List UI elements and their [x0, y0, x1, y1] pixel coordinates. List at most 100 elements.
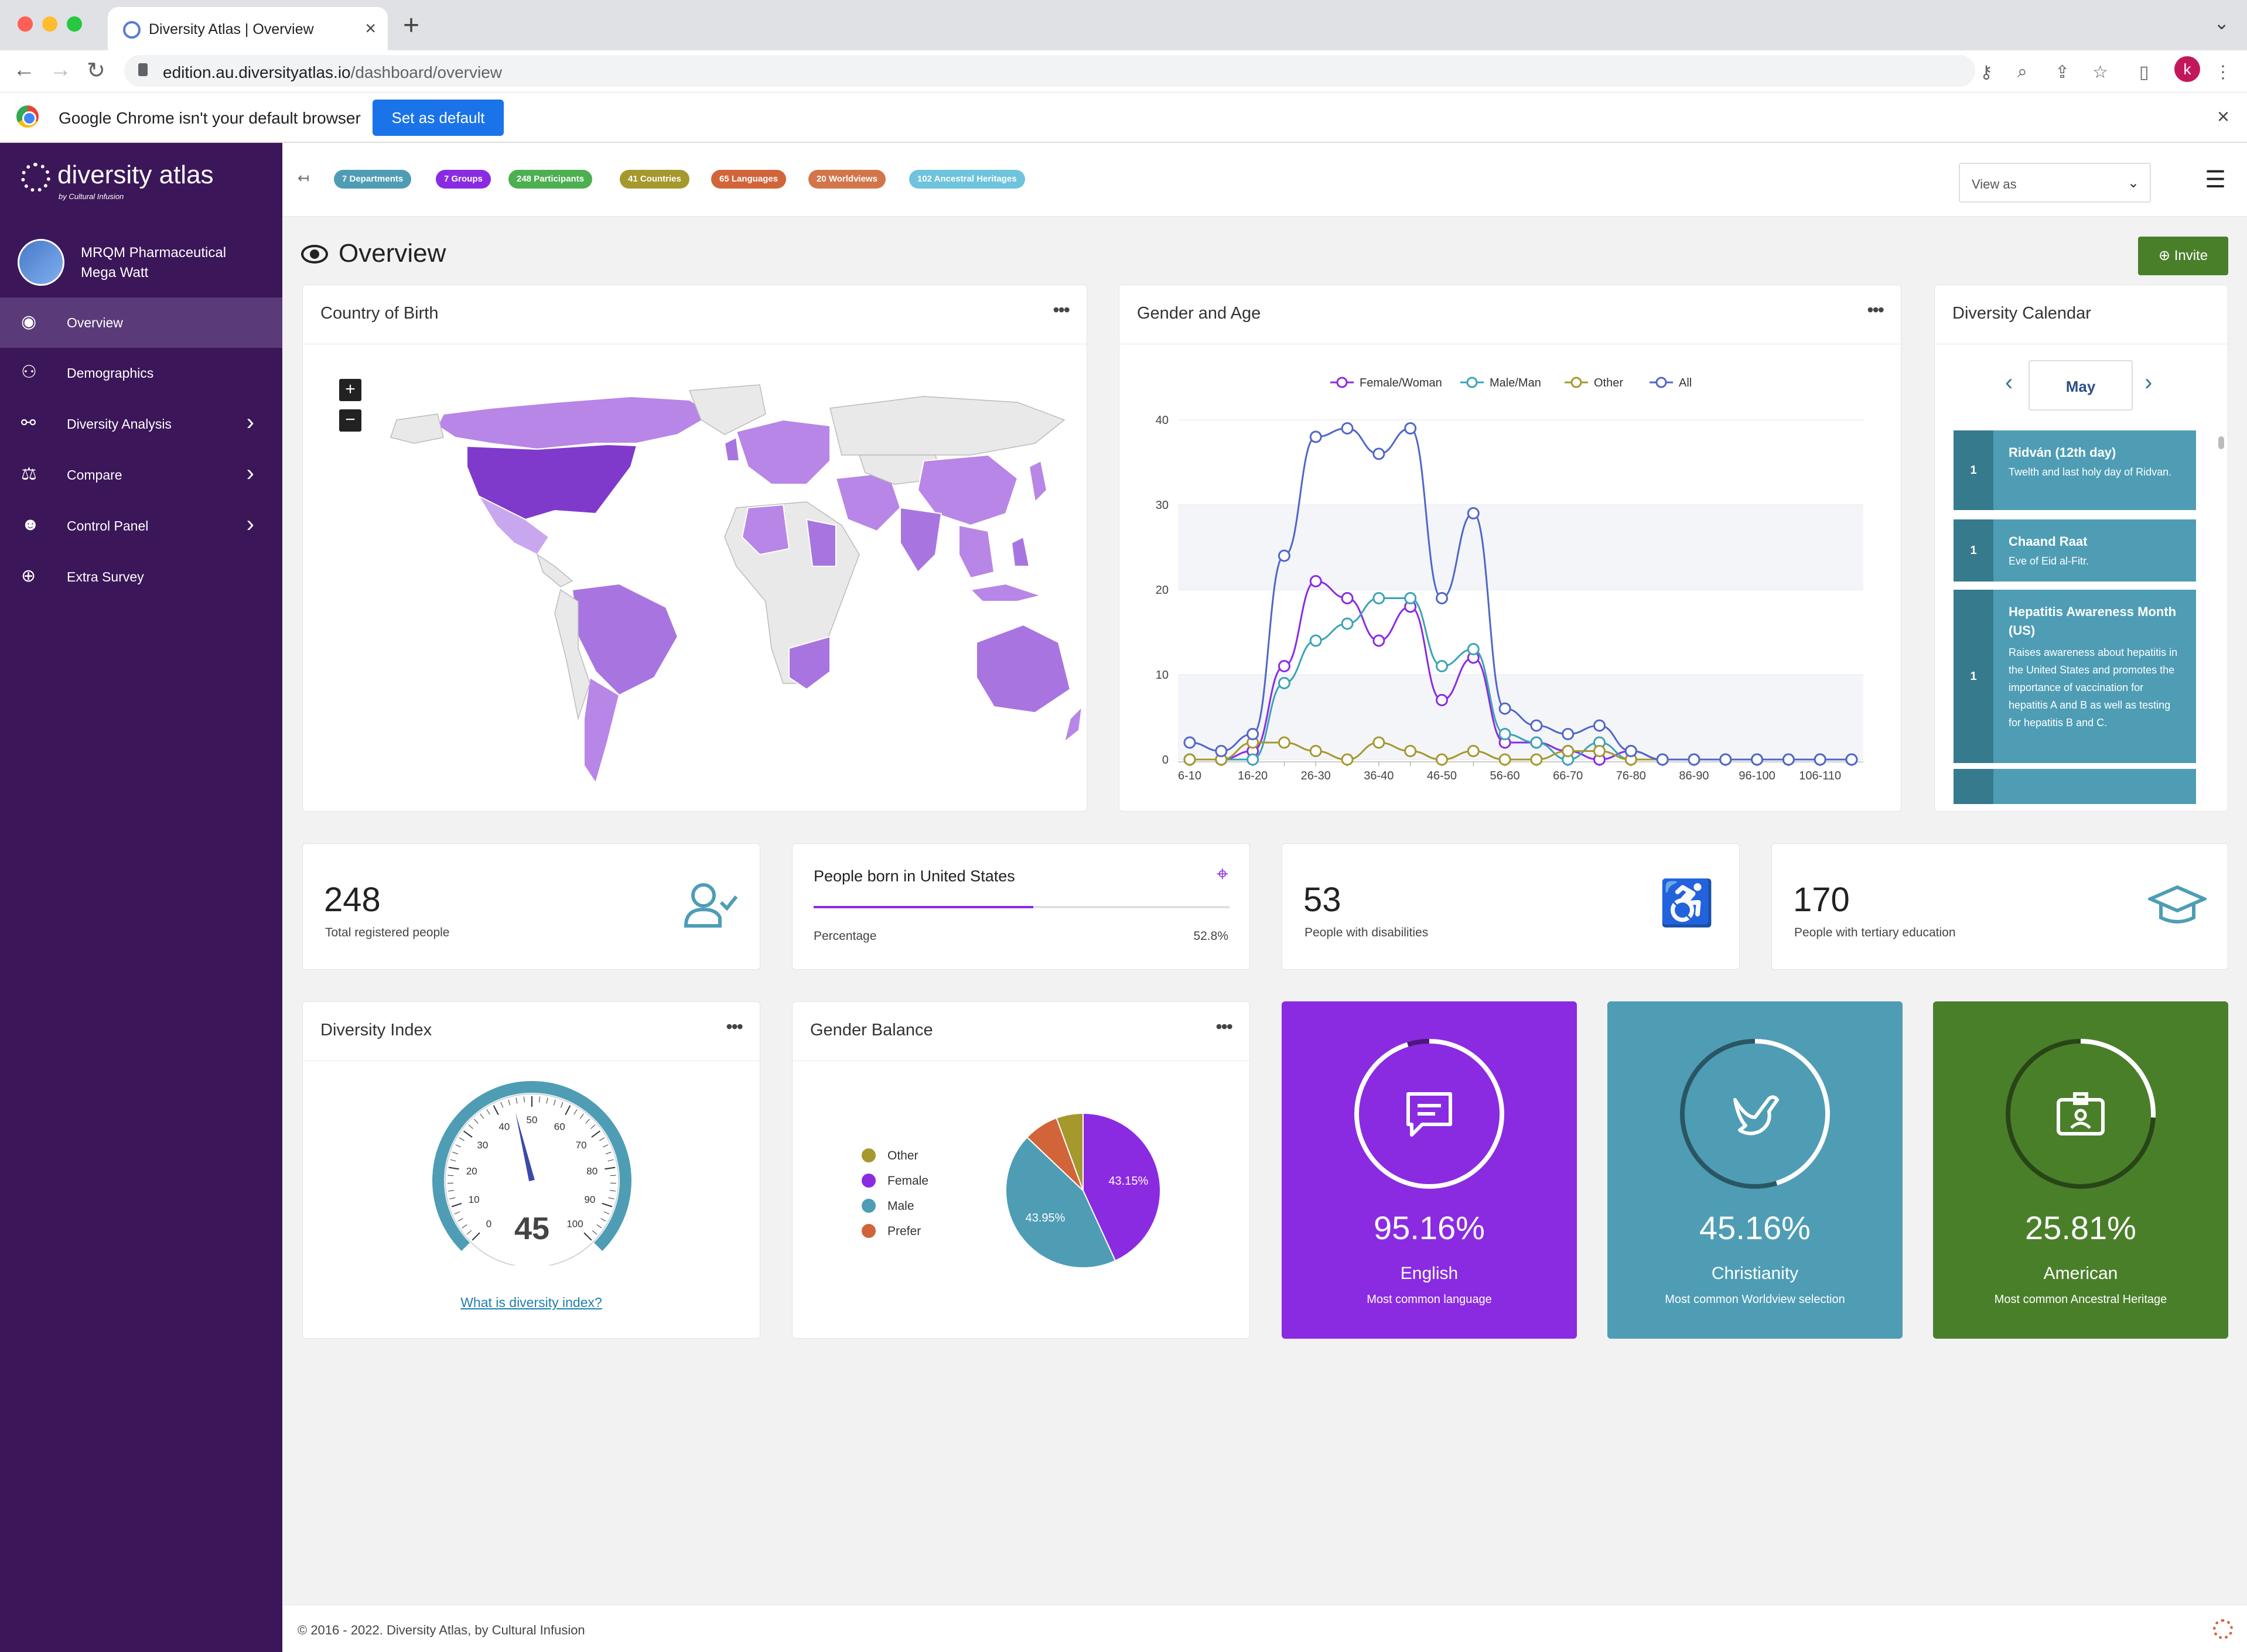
infobar-close-icon[interactable]: ×: [2217, 104, 2229, 128]
groups-pill[interactable]: 7 Groups: [436, 170, 491, 189]
map-zoom-out-button[interactable]: −: [339, 409, 361, 432]
data-point: [1341, 617, 1354, 630]
countries-pill[interactable]: 41 Countries: [620, 170, 689, 189]
data-point: [1498, 702, 1511, 715]
favicon-icon: [123, 21, 141, 39]
key-icon[interactable]: ⚷: [1980, 63, 1993, 82]
card-menu-icon[interactable]: •••: [1215, 1016, 1233, 1037]
next-month-icon[interactable]: ›: [2144, 370, 2153, 395]
calendar-scrollbar[interactable]: [2218, 436, 2224, 449]
side-panel-icon[interactable]: ▯: [2139, 63, 2149, 82]
calendar-event[interactable]: 1 Hepatitis Awareness Month (US) Raises …: [1954, 590, 2196, 763]
languages-pill[interactable]: 65 Languages: [711, 170, 787, 189]
gauge-tick: [596, 1224, 602, 1229]
legend-label: Other: [887, 1149, 918, 1162]
sidebar-item-extra-survey[interactable]: ⊕ Extra Survey: [0, 552, 282, 602]
collapse-sidebar-icon[interactable]: ↤: [298, 170, 310, 186]
worldviews-pill[interactable]: 20 Worldviews: [808, 170, 886, 189]
x-tick-label: 106-110: [1799, 769, 1841, 782]
gauge-tick: [468, 1124, 473, 1129]
departments-pill[interactable]: 7 Departments: [334, 170, 412, 189]
highlight-percent: 25.81%: [2025, 1209, 2136, 1246]
hamburger-menu-icon[interactable]: ☰: [2205, 167, 2226, 193]
browser-tab[interactable]: Diversity Atlas | Overview ×: [108, 7, 388, 50]
month-label[interactable]: May: [2029, 360, 2133, 411]
data-point: [1688, 753, 1700, 766]
highlight-subtitle: Most common Ancestral Heritage: [1994, 1293, 2167, 1306]
x-tick-label: 36-40: [1364, 769, 1394, 782]
map-region-central-america: [536, 553, 573, 587]
share-icon[interactable]: ⇪: [2055, 63, 2070, 82]
ancestral-heritages-pill[interactable]: 102 Ancestral Heritages: [909, 170, 1025, 189]
data-point: [1278, 660, 1290, 672]
sidebar-item-overview[interactable]: ◉ Overview: [0, 297, 282, 348]
data-point: [1530, 753, 1543, 766]
new-tab-button[interactable]: +: [403, 10, 420, 41]
highlight-name: American: [2043, 1264, 2118, 1283]
data-point: [1435, 753, 1448, 766]
registered-count: 248: [324, 881, 381, 919]
gauge-tick: [459, 1137, 465, 1141]
reload-icon[interactable]: ↻: [87, 59, 105, 83]
set-default-button[interactable]: Set as default: [373, 100, 504, 136]
gauge-tick: [585, 1119, 590, 1124]
close-window-button[interactable]: [18, 16, 33, 32]
card-menu-icon[interactable]: •••: [1867, 299, 1884, 320]
zoom-icon[interactable]: ⌕: [2017, 62, 2027, 81]
gauge-tick: [591, 1130, 601, 1138]
sidebar-item-label: Diversity Analysis: [67, 416, 172, 432]
highlight-percent: 45.16%: [1699, 1209, 1811, 1246]
minimize-window-button[interactable]: [42, 16, 57, 32]
brand-subtitle: by Cultural Infusion: [59, 192, 124, 201]
data-point: [1372, 634, 1385, 647]
organization-unit: Mega Watt: [81, 265, 149, 281]
sidebar-item-compare[interactable]: ⚖ Compare ›: [0, 450, 282, 500]
calendar-event[interactable]: 1 Chaand Raat Eve of Eid al-Fitr.: [1954, 519, 2196, 582]
percentage-value: 52.8%: [1193, 929, 1228, 943]
calendar-event[interactable]: [1954, 769, 2196, 804]
chrome-menu-icon[interactable]: ⋮: [2214, 63, 2232, 82]
map-region-brazil: [571, 583, 679, 696]
data-point: [1498, 753, 1511, 766]
tab-search-chevron-icon[interactable]: ⌄: [2214, 12, 2229, 33]
map-region-algeria: [741, 504, 790, 556]
gauge-tick: [605, 1167, 616, 1170]
world-map[interactable]: [361, 379, 1082, 789]
calendar-event[interactable]: 1 Ridván (12th day) Twelth and last holy…: [1954, 430, 2196, 510]
y-tick-label: 20: [1156, 584, 1169, 597]
forward-arrow-icon[interactable]: →: [49, 57, 71, 82]
map-zoom-in-button[interactable]: +: [339, 379, 361, 401]
map-region-indonesia: [969, 583, 1043, 602]
tab-title: Diversity Atlas | Overview: [149, 21, 314, 37]
card-menu-icon[interactable]: •••: [726, 1016, 743, 1037]
gauge-tick-label: 50: [527, 1114, 538, 1126]
gender-balance-pie-chart: 43.15% 43.95% Other Female Male Prefer: [862, 1112, 1162, 1268]
participants-pill[interactable]: 248 Participants: [508, 170, 593, 189]
pie-slice: [1005, 1136, 1116, 1268]
gauge-tick: [452, 1151, 459, 1155]
view-as-select[interactable]: View as ⌄: [1959, 163, 2151, 203]
pie-slice: [1056, 1112, 1084, 1191]
maximize-window-button[interactable]: [67, 16, 82, 32]
data-point: [1814, 753, 1826, 766]
sidebar-item-diversity-analysis[interactable]: ⚯ Diversity Analysis ›: [0, 399, 282, 449]
back-arrow-icon[interactable]: ←: [13, 57, 35, 82]
previous-month-icon[interactable]: ‹: [2005, 370, 2013, 395]
url-field[interactable]: edition.au.diversityatlas.io/dashboard/o…: [124, 55, 1975, 87]
organization-name: MRQM Pharmaceutical: [81, 245, 227, 261]
infobar-message: Google Chrome isn't your default browser: [59, 109, 361, 127]
bookmark-star-icon[interactable]: ☆: [2092, 63, 2108, 82]
profile-avatar[interactable]: k: [2174, 56, 2200, 82]
sidebar-item-control-panel[interactable]: ☻ Control Panel ›: [0, 501, 282, 551]
tab-close-icon[interactable]: ×: [365, 18, 376, 39]
card-menu-icon[interactable]: •••: [1053, 299, 1070, 320]
diversity-index-link[interactable]: What is diversity index?: [460, 1295, 602, 1310]
born-country-title: People born in United States: [814, 867, 1015, 885]
born-country-card: People born in United States ⌖ Percentag…: [792, 843, 1250, 970]
ring-progress: [1354, 1039, 1504, 1189]
sidebar-item-demographics[interactable]: ⚇ Demographics: [0, 348, 282, 398]
tertiary-education-card: 170 People with tertiary education: [1771, 843, 2228, 970]
gauge-tick: [579, 1113, 584, 1119]
invite-button[interactable]: ⊕ Invite: [2138, 237, 2228, 275]
data-point: [1404, 592, 1417, 604]
